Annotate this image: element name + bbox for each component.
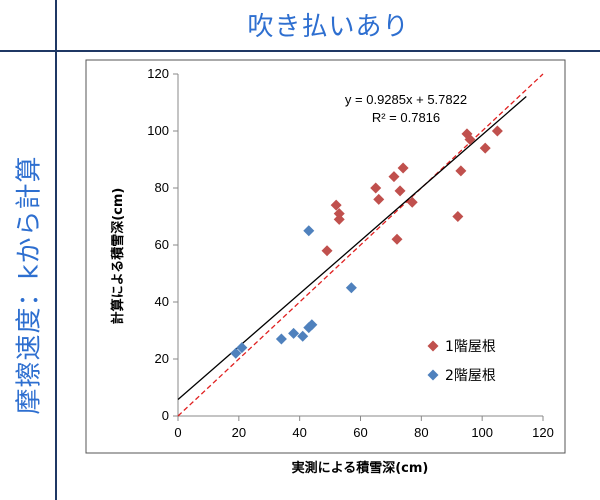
- page-title: 吹き払いあり: [247, 12, 410, 42]
- data-point-series-1: [397, 162, 409, 174]
- data-point-series-2: [288, 327, 300, 339]
- y-tick-label: 100: [147, 123, 169, 138]
- chart-frame: [85, 59, 566, 454]
- data-point-series-1: [391, 233, 403, 245]
- data-point-series-1: [406, 196, 418, 208]
- data-point-series-2: [303, 225, 315, 237]
- tick-group: 0 20 40 60 80 100 120 0 20 40 60 80 100 120: [147, 66, 554, 440]
- header-divider: [0, 50, 600, 52]
- data-point-series-1: [491, 125, 503, 137]
- y-tick-label: 60: [155, 237, 169, 252]
- data-point-series-1: [330, 199, 342, 211]
- identity-line: [177, 73, 544, 417]
- data-point-series-1: [464, 134, 476, 146]
- y-tick-label: 0: [162, 408, 169, 423]
- data-point-series-1: [321, 245, 333, 257]
- trend-r2: R² = 0.7816: [372, 110, 440, 125]
- data-point-series-2: [297, 330, 309, 342]
- data-point-series-2: [275, 333, 287, 345]
- legend-marker-1: [427, 340, 439, 352]
- data-point-series-1: [394, 185, 406, 197]
- y-axis-label: 計算による積雪深(cm): [110, 188, 126, 325]
- data-point-series-1: [452, 211, 464, 222]
- legend-label-2: 2階屋根: [445, 368, 496, 384]
- data-point-series-1: [479, 142, 491, 154]
- legend-label-1: 1階屋根: [445, 339, 496, 355]
- data-point-series-1: [373, 193, 385, 205]
- data-point-series-1: [333, 208, 345, 220]
- x-tick-label: 40: [292, 425, 306, 440]
- data-points: [230, 125, 503, 359]
- data-point-series-2: [306, 319, 318, 331]
- x-tick-label: 100: [471, 425, 493, 440]
- x-tick-label: 60: [353, 425, 367, 440]
- x-tick-label: 120: [532, 425, 554, 440]
- x-tick-label: 20: [232, 425, 246, 440]
- data-point-series-2: [230, 347, 242, 359]
- y-tick-label: 120: [147, 66, 169, 81]
- data-point-series-2: [236, 342, 248, 354]
- y-tick-label: 20: [155, 351, 169, 366]
- y-tick-label: 40: [155, 294, 169, 309]
- x-tick-label: 0: [174, 425, 181, 440]
- x-axis-label: 実測による積雪深(cm): [292, 460, 429, 476]
- data-point-series-2: [345, 282, 357, 294]
- y-tick-label: 80: [155, 180, 169, 195]
- x-tick-label: 80: [414, 425, 428, 440]
- data-point-series-1: [370, 182, 382, 194]
- data-point-series-1: [333, 213, 345, 225]
- data-point-series-1: [455, 165, 467, 177]
- legend: 1階屋根 2階屋根: [427, 339, 496, 384]
- legend-marker-2: [427, 369, 439, 381]
- trend-equation: y = 0.9285x + 5.7822: [345, 92, 467, 107]
- side-divider: [55, 0, 57, 500]
- data-point-series-1: [388, 171, 400, 183]
